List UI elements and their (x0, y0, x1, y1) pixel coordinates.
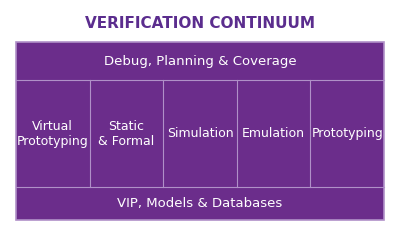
Text: Static
& Formal: Static & Formal (98, 120, 154, 148)
Bar (16, 42, 384, 220)
Text: Debug, Planning & Coverage: Debug, Planning & Coverage (104, 55, 296, 68)
Text: Prototyping: Prototyping (311, 127, 383, 140)
Text: VIP, Models & Databases: VIP, Models & Databases (117, 197, 283, 210)
Text: Simulation: Simulation (167, 127, 233, 140)
Text: Emulation: Emulation (242, 127, 305, 140)
Text: Virtual
Prototyping: Virtual Prototyping (17, 120, 89, 148)
Text: VERIFICATION CONTINUUM: VERIFICATION CONTINUUM (85, 16, 315, 31)
